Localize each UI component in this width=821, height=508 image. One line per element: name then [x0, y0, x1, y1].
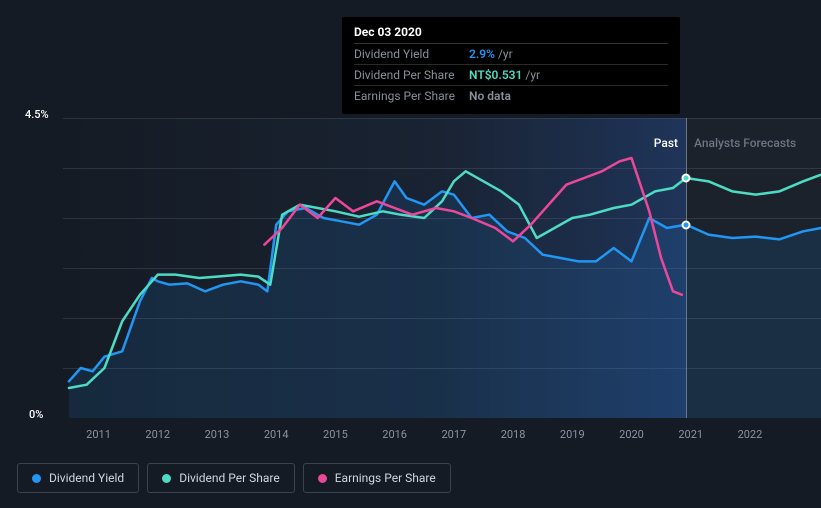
- x-axis-tick: 2017: [441, 428, 466, 441]
- x-axis-tick: 2021: [678, 428, 703, 441]
- tooltip-row-unit: /yr: [525, 68, 540, 82]
- series-marker: [681, 174, 690, 183]
- legend-item-dividend-per-share[interactable]: Dividend Per Share: [147, 463, 295, 493]
- x-axis-tick: 2022: [738, 428, 763, 441]
- x-axis-tick: 2011: [86, 428, 111, 441]
- tooltip-row-unit: /yr: [498, 47, 513, 61]
- x-axis-tick: 2012: [145, 428, 170, 441]
- chart-tooltip: Dec 03 2020 Dividend Yield2.9%/yrDividen…: [342, 17, 680, 114]
- past-forecast-divider: [686, 118, 687, 418]
- legend-item-earnings-per-share[interactable]: Earnings Per Share: [303, 463, 451, 493]
- chart-legend: Dividend Yield Dividend Per Share Earnin…: [17, 463, 451, 493]
- tooltip-row-label: Dividend Yield: [354, 47, 469, 61]
- chart-lines: [63, 118, 821, 418]
- legend-item-dividend-yield[interactable]: Dividend Yield: [17, 463, 139, 493]
- y-axis-label-min: 0%: [29, 408, 43, 421]
- tooltip-row-value: NT$0.531: [469, 68, 522, 82]
- x-axis-tick: 2018: [501, 428, 526, 441]
- x-axis-tick: 2019: [560, 428, 585, 441]
- y-axis-label-max: 4.5%: [25, 108, 49, 121]
- tooltip-row: Dividend Per ShareNT$0.531/yr: [354, 65, 668, 86]
- period-label-past: Past: [654, 136, 678, 150]
- x-axis-tick: 2016: [382, 428, 407, 441]
- tooltip-date: Dec 03 2020: [354, 25, 668, 44]
- legend-label: Dividend Yield: [49, 471, 124, 485]
- tooltip-row-label: Earnings Per Share: [354, 89, 469, 103]
- legend-dot-icon: [32, 474, 41, 483]
- tooltip-row-value: No data: [469, 89, 511, 103]
- legend-label: Dividend Per Share: [179, 471, 280, 485]
- tooltip-row: Dividend Yield2.9%/yr: [354, 44, 668, 65]
- tooltip-row-label: Dividend Per Share: [354, 68, 469, 82]
- x-axis-tick: 2020: [619, 428, 644, 441]
- x-axis-tick: 2013: [205, 428, 230, 441]
- series-marker: [681, 220, 690, 229]
- period-label-forecast: Analysts Forecasts: [694, 136, 796, 150]
- legend-label: Earnings Per Share: [335, 471, 436, 485]
- plot-area[interactable]: Past Analysts Forecasts 2011201220132014…: [63, 118, 821, 418]
- legend-dot-icon: [162, 474, 171, 483]
- legend-dot-icon: [318, 474, 327, 483]
- tooltip-row: Earnings Per ShareNo data: [354, 86, 668, 106]
- x-axis-tick: 2015: [323, 428, 348, 441]
- tooltip-row-value: 2.9%: [469, 47, 495, 61]
- x-axis-tick: 2014: [264, 428, 289, 441]
